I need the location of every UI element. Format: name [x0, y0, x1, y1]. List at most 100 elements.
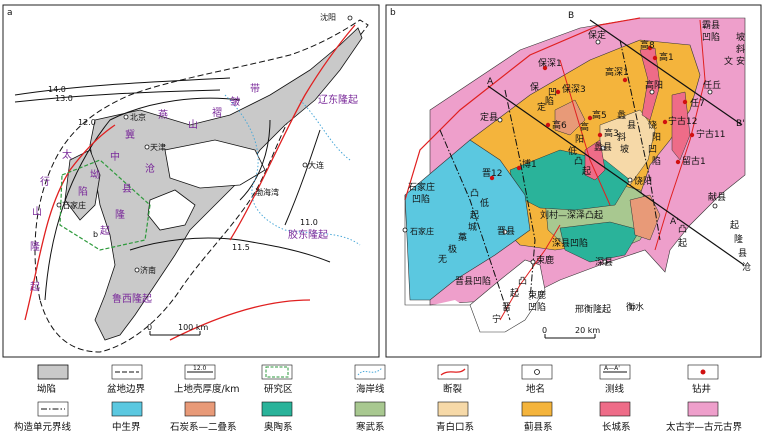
label-lxslope-3: 坡 [620, 143, 629, 155]
label-gylow-4: 起 [582, 166, 591, 177]
legend-label-changcheng: 长城系 [602, 421, 631, 433]
label-ryao-1: 阳 [652, 132, 661, 143]
place-renqiu [707, 89, 713, 95]
scale-b-end: 20 km [575, 326, 600, 335]
label-renqiu: 任丘 [703, 79, 721, 91]
legend-label-depression: 坳陷 [37, 383, 56, 395]
well-baoshen3 [555, 89, 561, 95]
label-taihang-2: 山 [32, 206, 42, 218]
label-cxup-3: 沧 [742, 261, 751, 273]
label-gylow-3: 凸 [574, 156, 583, 167]
label-xxup-2: 起 [678, 238, 687, 249]
contour-14 [14, 77, 231, 96]
label-gao1: 高1 [659, 51, 674, 63]
label-taihang-0: 太 [62, 148, 72, 161]
well-gao6 [545, 122, 551, 128]
place-baoding [595, 39, 601, 45]
carbperm-area [629, 194, 661, 241]
label-liucun: 刘村—深泽凸起 [540, 209, 603, 221]
label-jntu-0: 晋 [502, 302, 511, 313]
place-dalian [302, 162, 308, 168]
label-Ap: A' [670, 217, 679, 227]
label-lxslope-1: 县 [627, 120, 636, 131]
label-lxslope-2: 斜 [617, 131, 626, 143]
label-shenxian: 深县 [595, 257, 613, 268]
label-contour-12: 12.0 [78, 118, 96, 127]
label-jinan: 济南 [140, 265, 156, 275]
label-hengshui: 衡水 [626, 301, 644, 313]
label-contour-13: 13.0 [55, 94, 73, 103]
panel-b-tag: b [390, 8, 396, 18]
legend-swatch-qingbaikou [437, 401, 469, 417]
legend-crust-value: 12.0 [193, 365, 207, 372]
label-bdao-1: 定 [537, 101, 546, 113]
label-liaodong: 辽东隆起 [318, 93, 358, 106]
label-jntu-3: 起 [510, 288, 519, 299]
label-jizhong-2: 坳 [90, 168, 100, 181]
legend-label-archean: 太古宇—古元古界 [666, 421, 743, 433]
legend-swatch-archean [687, 401, 719, 417]
legend-swatch-tectonic [37, 401, 69, 417]
label-shenyang: 沈阳 [320, 12, 336, 22]
white-sw [410, 300, 470, 340]
label-sjzao-1: 凹陷 [412, 193, 430, 205]
label-gaoyang: 高阳 [645, 79, 663, 91]
label-bo1: 博1 [522, 158, 537, 170]
legend-swatch-place [521, 364, 553, 380]
place-lixian [600, 145, 606, 151]
legend-swatch-ordovician [261, 401, 293, 417]
label-cangxian-1: 县 [122, 183, 132, 195]
label-cxup-2: 县 [738, 248, 747, 259]
well-jin12 [489, 175, 495, 181]
label-bdao-0: 保 [530, 81, 539, 93]
scale-a-zero: 0 [147, 323, 152, 332]
label-jinxian-ao: 晋县凹陷 [455, 275, 491, 287]
label-tianjin: 天津 [150, 142, 166, 152]
panel-b: b [385, 4, 762, 358]
label-ningjin12: 宁古12 [668, 115, 697, 127]
label-shuluao-1: 凹陷 [528, 301, 546, 313]
label-wenan-3: 文 [724, 55, 733, 67]
well-gao5 [587, 115, 593, 121]
label-gylow-2: 低 [568, 145, 577, 157]
label-gaoshen1: 高深1 [605, 66, 629, 78]
legend-label-qingbaikou: 青白口系 [436, 421, 474, 433]
label-jizhong-0: 冀 [125, 128, 135, 141]
well-gao8 [647, 45, 653, 51]
label-luxi: 鲁西隆起 [112, 292, 152, 305]
uplift-island-2 [147, 189, 196, 231]
study-area [59, 159, 151, 251]
contour-13 [14, 89, 221, 103]
place-shijiazhuang [402, 227, 408, 233]
well-ningjin11 [689, 132, 695, 138]
label-ryao-0: 饶 [648, 119, 657, 131]
label-contour-115: 11.5 [232, 243, 250, 252]
legend-label-crust: 上地壳厚度/km [174, 383, 239, 395]
legend-swatch-carbperm [184, 401, 216, 417]
well-gaoshen1 [622, 77, 628, 83]
legend: 12.0 A—A' 坳陷 盆地边界 上地壳厚度/km [14, 364, 743, 433]
label-wuji-2: 藁 [458, 231, 467, 243]
fault-south [169, 299, 311, 341]
contour-11 [284, 129, 321, 226]
label-lixian: 蠡县 [594, 141, 612, 153]
label-yanshan-2: 褶 [212, 106, 222, 119]
label-ryao-2: 凹 [648, 145, 657, 155]
label-shijiazhuang: 石家庄 [410, 226, 434, 236]
label-dalian: 大连 [308, 160, 324, 170]
legend-swatch-study-area [261, 364, 293, 380]
place-shenxian [602, 259, 608, 265]
mesozoic-area [404, 139, 531, 301]
legend-section-value: A—A' [604, 365, 620, 372]
label-yanshan-3: 皱 [230, 95, 240, 108]
scale-a-end: 100 km [178, 323, 208, 332]
place-dingxian [497, 117, 503, 123]
fault-east [654, 19, 706, 251]
carbperm-area-2 [554, 99, 586, 136]
well-baoshen1 [542, 65, 548, 71]
section-line-B [589, 19, 743, 126]
legend-label-cambrian: 寒武系 [356, 421, 385, 433]
label-beijing: 北京 [130, 112, 146, 122]
place-hengshui [630, 304, 636, 310]
legend-swatch-changcheng [599, 401, 631, 417]
